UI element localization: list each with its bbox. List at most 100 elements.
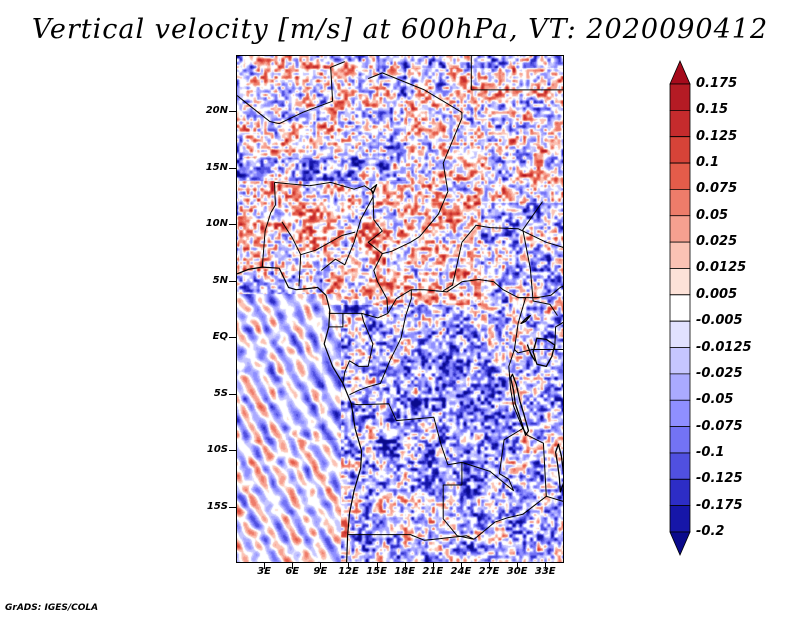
colorbar-label: -0.175 bbox=[696, 497, 743, 513]
country-border bbox=[261, 182, 276, 268]
lat-tick-label: 10N bbox=[205, 218, 228, 230]
lon-tick-label: 3E bbox=[257, 566, 271, 577]
colorbar-label: 0.025 bbox=[696, 234, 738, 250]
country-border bbox=[367, 72, 463, 255]
lon-tick bbox=[264, 563, 266, 569]
lon-tick-label: 30E bbox=[506, 566, 528, 577]
colorbar-max-triangle bbox=[669, 60, 691, 85]
colorbar-label: 0.125 bbox=[696, 128, 738, 144]
lat-tick-label: 5N bbox=[212, 274, 228, 286]
coastline bbox=[237, 266, 363, 562]
lon-tick bbox=[292, 563, 294, 569]
colorbar-swatch bbox=[669, 241, 691, 269]
river-line bbox=[300, 231, 356, 256]
colorbar-label: 0.0125 bbox=[696, 260, 747, 276]
country-border bbox=[387, 279, 526, 314]
lon-tick bbox=[404, 563, 406, 569]
colorbar-swatch bbox=[669, 109, 691, 138]
map-plot-area bbox=[236, 55, 564, 563]
country-border bbox=[442, 462, 475, 540]
colorbar-label: 0.15 bbox=[696, 102, 729, 118]
chart-title: Vertical velocity [m/s] at 600hPa, VT: 2… bbox=[31, 14, 769, 45]
lon-tick bbox=[460, 563, 462, 569]
colorbar-swatch bbox=[669, 505, 691, 533]
country-border bbox=[328, 312, 389, 319]
lat-tick bbox=[229, 337, 236, 339]
lat-tick-label: 10S bbox=[206, 444, 228, 456]
lat-tick bbox=[229, 111, 236, 113]
colorbar-label: 0.005 bbox=[696, 286, 738, 302]
colorbar-label: -0.2 bbox=[696, 524, 725, 539]
lake-outline bbox=[554, 443, 563, 493]
colorbar-label: 0.175 bbox=[696, 76, 738, 91]
lon-tick-label: 9E bbox=[313, 566, 328, 577]
river-line bbox=[281, 221, 302, 287]
country-border bbox=[342, 313, 374, 384]
country-border bbox=[237, 61, 345, 125]
country-border bbox=[349, 289, 412, 396]
country-border bbox=[473, 428, 547, 540]
colorbar-swatch bbox=[669, 268, 691, 296]
vertical-velocity-field bbox=[237, 56, 563, 562]
lon-tick bbox=[517, 563, 519, 569]
lon-tick-label: 27E bbox=[478, 566, 500, 577]
river-line bbox=[522, 201, 558, 316]
country-border bbox=[320, 196, 374, 271]
colorbar-min-triangle bbox=[669, 531, 691, 556]
lon-tick-label: 21E bbox=[422, 566, 444, 577]
colorbar-swatch bbox=[669, 452, 691, 480]
lon-tick-label: 6E bbox=[285, 566, 300, 577]
colorbar-swatch bbox=[669, 320, 691, 348]
lon-tick-label: 24E bbox=[450, 566, 472, 577]
map-overlay bbox=[237, 56, 563, 562]
lon-tick bbox=[348, 563, 350, 569]
country-border bbox=[274, 181, 310, 187]
country-border bbox=[442, 242, 463, 292]
lat-tick bbox=[229, 224, 236, 226]
country-border bbox=[309, 181, 374, 192]
country-border bbox=[373, 253, 389, 314]
lat-tick-label: 15S bbox=[206, 500, 228, 512]
lake-outline bbox=[509, 373, 530, 436]
colorbar bbox=[669, 60, 691, 556]
country-border bbox=[518, 285, 563, 299]
lon-tick-label: 15E bbox=[366, 566, 387, 577]
country-border bbox=[554, 321, 563, 350]
lat-tick bbox=[229, 450, 236, 452]
country-border bbox=[461, 224, 563, 248]
country-border bbox=[351, 297, 527, 492]
grads-credit: GrADS: IGES/COLA bbox=[5, 603, 99, 613]
colorbar-swatch bbox=[669, 426, 691, 454]
colorbar-swatch bbox=[669, 215, 691, 243]
colorbar-label: -0.1 bbox=[696, 444, 725, 460]
colorbar-swatch bbox=[669, 136, 691, 164]
lake-outline bbox=[532, 337, 556, 368]
colorbar-swatch bbox=[669, 478, 691, 507]
colorbar-label: -0.125 bbox=[696, 471, 743, 487]
lat-tick-label: 5S bbox=[213, 387, 228, 399]
colorbar-label: 0.05 bbox=[696, 207, 729, 223]
country-border bbox=[514, 349, 563, 354]
colorbar-swatch bbox=[669, 294, 691, 322]
lon-tick-label: 12E bbox=[338, 566, 359, 577]
colorbar-label: -0.075 bbox=[696, 418, 743, 434]
colorbar-swatch bbox=[669, 347, 691, 375]
lon-tick bbox=[320, 563, 322, 569]
lat-tick-label: EQ bbox=[212, 331, 228, 343]
lat-tick bbox=[229, 167, 236, 169]
lon-tick bbox=[376, 563, 378, 569]
lat-tick bbox=[229, 506, 236, 508]
colorbar-label: -0.05 bbox=[696, 392, 734, 408]
colorbar-label: -0.0125 bbox=[696, 339, 752, 355]
colorbar-swatch bbox=[669, 189, 691, 217]
colorbar-swatch bbox=[669, 83, 691, 111]
lat-tick bbox=[229, 393, 236, 395]
colorbar-swatch bbox=[669, 373, 691, 401]
lon-tick bbox=[432, 563, 434, 569]
lat-tick bbox=[229, 280, 236, 282]
lake-outline bbox=[526, 344, 536, 362]
lake-outline bbox=[520, 314, 531, 325]
lon-tick bbox=[489, 563, 491, 569]
lon-tick-label: 33E bbox=[534, 566, 556, 577]
colorbar-swatch bbox=[669, 162, 691, 190]
